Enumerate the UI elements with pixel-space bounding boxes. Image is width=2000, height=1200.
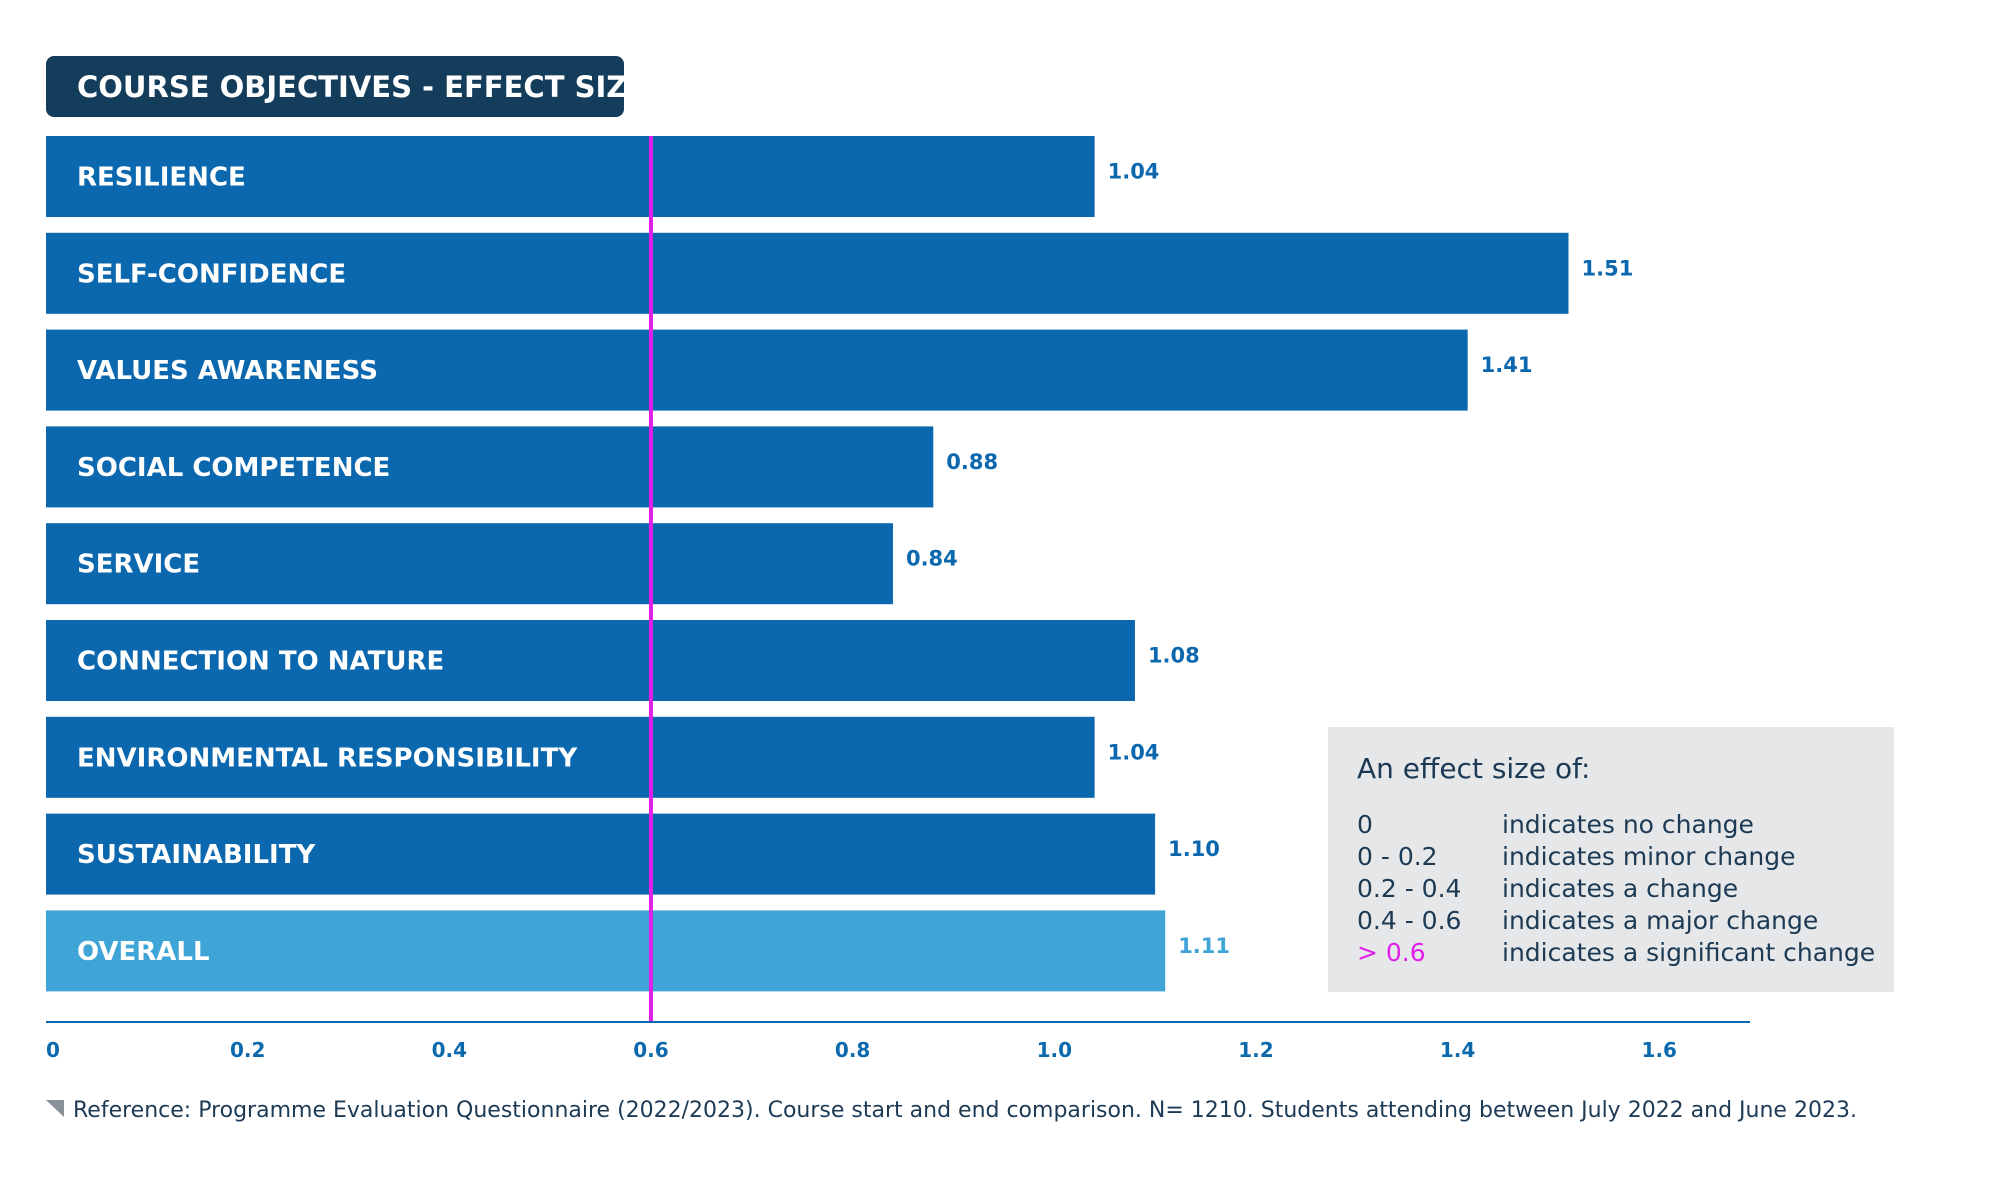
x-tick-label: 1.2 bbox=[1238, 1038, 1273, 1062]
legend-range: 0 - 0.2 bbox=[1357, 842, 1438, 871]
chart-title: COURSE OBJECTIVES - EFFECT SIZE bbox=[77, 70, 647, 104]
bar-label-connection-to-nature: CONNECTION TO NATURE bbox=[77, 647, 444, 677]
x-axis-ticks: 0 0.2 0.4 0.6 0.8 1.0 1.2 1.4 1.6 bbox=[46, 1038, 1677, 1062]
x-tick-label: 0.8 bbox=[835, 1038, 870, 1062]
bar-overall bbox=[46, 910, 1166, 992]
bar-self-confidence bbox=[46, 232, 1569, 314]
x-tick-label: 0 bbox=[46, 1038, 60, 1062]
value-label-connection-to-nature: 1.08 bbox=[1148, 644, 1200, 668]
bar-label-environmental-responsibility: ENVIRONMENTAL RESPONSIBILITY bbox=[77, 743, 578, 773]
value-label-resilience: 1.04 bbox=[1108, 160, 1160, 184]
value-label-sustainability: 1.10 bbox=[1168, 837, 1220, 861]
bar-sustainability bbox=[46, 813, 1156, 895]
bars-group: RESILIENCE 1.04 SELF-CONFIDENCE 1.51 VALUES … bbox=[46, 136, 1634, 992]
x-tick-label: 0.2 bbox=[230, 1038, 265, 1062]
bar-label-resilience: RESILIENCE bbox=[77, 163, 246, 193]
value-label-social-competence: 0.88 bbox=[946, 450, 998, 474]
legend-range: 0 bbox=[1357, 810, 1373, 839]
x-tick-label: 0.4 bbox=[432, 1038, 467, 1062]
bar-label-overall: OVERALL bbox=[77, 937, 210, 967]
legend-range: > 0.6 bbox=[1357, 938, 1426, 967]
value-label-values-awareness: 1.41 bbox=[1481, 353, 1533, 377]
legend-description: indicates no change bbox=[1502, 810, 1754, 839]
legend-range: 0.4 - 0.6 bbox=[1357, 906, 1461, 935]
legend-description: indicates a major change bbox=[1502, 906, 1818, 935]
x-tick-label: 0.6 bbox=[633, 1038, 668, 1062]
bar-service bbox=[46, 523, 893, 605]
bar-values-awareness bbox=[46, 329, 1468, 411]
reference-marker-icon bbox=[46, 1100, 64, 1117]
bar-resilience bbox=[46, 136, 1095, 217]
legend-background bbox=[1328, 727, 1894, 992]
legend-description: indicates a change bbox=[1502, 874, 1738, 903]
chart-title-background bbox=[46, 56, 624, 117]
x-tick-label: 1.4 bbox=[1440, 1038, 1475, 1062]
legend-rows: 0 indicates no change 0 - 0.2 indicates min… bbox=[1357, 810, 1875, 967]
legend-title: An effect size of: bbox=[1357, 752, 1590, 785]
effect-size-legend: An effect size of: 0 indicates no change0… bbox=[1328, 727, 1894, 992]
legend-range: 0.2 - 0.4 bbox=[1357, 874, 1461, 903]
bar-connection-to-nature bbox=[46, 620, 1135, 701]
value-label-self-confidence: 1.51 bbox=[1582, 256, 1634, 280]
value-label-environmental-responsibility: 1.04 bbox=[1108, 740, 1160, 764]
bar-label-sustainability: SUSTAINABILITY bbox=[77, 840, 316, 870]
legend-description: indicates a significant change bbox=[1502, 938, 1875, 967]
bar-label-self-confidence: SELF-CONFIDENCE bbox=[77, 259, 346, 289]
reference-note: Reference: Programme Evaluation Question… bbox=[73, 1098, 1857, 1123]
bar-label-values-awareness: VALUES AWARENESS bbox=[77, 356, 378, 386]
bar-environmental-responsibility bbox=[46, 716, 1095, 798]
legend-description: indicates minor change bbox=[1502, 842, 1796, 871]
value-label-overall: 1.11 bbox=[1178, 934, 1230, 958]
bar-label-service: SERVICE bbox=[77, 550, 200, 580]
x-tick-label: 1.0 bbox=[1037, 1038, 1072, 1062]
x-tick-label: 1.6 bbox=[1642, 1038, 1677, 1062]
bar-social-competence bbox=[46, 426, 934, 508]
bar-label-social-competence: SOCIAL COMPETENCE bbox=[77, 453, 390, 483]
value-label-service: 0.84 bbox=[906, 547, 958, 571]
